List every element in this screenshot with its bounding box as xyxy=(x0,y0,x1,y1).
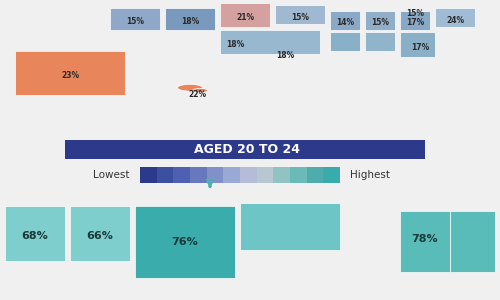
FancyBboxPatch shape xyxy=(174,167,190,182)
Text: AGED 20 TO 24: AGED 20 TO 24 xyxy=(194,143,300,156)
Text: Highest: Highest xyxy=(350,170,390,180)
FancyBboxPatch shape xyxy=(240,203,340,250)
FancyBboxPatch shape xyxy=(220,3,270,27)
Text: 18%: 18% xyxy=(226,40,244,49)
FancyBboxPatch shape xyxy=(324,167,340,182)
FancyBboxPatch shape xyxy=(135,206,235,278)
FancyBboxPatch shape xyxy=(256,167,274,182)
FancyBboxPatch shape xyxy=(15,51,125,94)
Text: 14%: 14% xyxy=(336,18,354,27)
FancyBboxPatch shape xyxy=(65,140,425,159)
Text: 24%: 24% xyxy=(446,16,464,25)
FancyBboxPatch shape xyxy=(435,8,475,27)
FancyBboxPatch shape xyxy=(330,32,360,51)
Text: 23%: 23% xyxy=(61,71,79,80)
Text: 18%: 18% xyxy=(276,51,294,60)
Text: 15%: 15% xyxy=(371,18,389,27)
FancyBboxPatch shape xyxy=(240,167,256,182)
Text: 17%: 17% xyxy=(411,43,429,52)
FancyBboxPatch shape xyxy=(306,167,324,182)
FancyBboxPatch shape xyxy=(400,11,430,30)
FancyBboxPatch shape xyxy=(70,206,130,261)
FancyBboxPatch shape xyxy=(365,32,395,51)
FancyBboxPatch shape xyxy=(450,211,495,272)
FancyBboxPatch shape xyxy=(190,167,206,182)
FancyBboxPatch shape xyxy=(290,167,306,182)
FancyBboxPatch shape xyxy=(140,167,156,182)
FancyBboxPatch shape xyxy=(330,11,360,30)
FancyBboxPatch shape xyxy=(5,206,65,261)
FancyBboxPatch shape xyxy=(206,167,224,182)
FancyBboxPatch shape xyxy=(224,167,240,182)
FancyBboxPatch shape xyxy=(400,32,435,57)
Text: 15%: 15% xyxy=(126,17,144,26)
Text: 21%: 21% xyxy=(236,13,254,22)
Circle shape xyxy=(178,84,203,91)
FancyBboxPatch shape xyxy=(165,8,215,30)
Text: 22%: 22% xyxy=(188,90,206,99)
Text: 18%: 18% xyxy=(181,17,199,26)
Text: 15%: 15% xyxy=(291,13,309,22)
Text: 15%: 15% xyxy=(406,9,424,18)
FancyBboxPatch shape xyxy=(400,211,450,272)
Text: 17%: 17% xyxy=(406,18,424,27)
FancyBboxPatch shape xyxy=(275,5,325,24)
FancyBboxPatch shape xyxy=(365,11,395,30)
Text: 76%: 76% xyxy=(172,237,198,247)
FancyBboxPatch shape xyxy=(274,167,290,182)
FancyBboxPatch shape xyxy=(156,167,174,182)
FancyBboxPatch shape xyxy=(220,30,320,54)
Text: 78%: 78% xyxy=(412,234,438,244)
Text: Lowest: Lowest xyxy=(94,170,130,180)
Text: 68%: 68% xyxy=(22,231,48,241)
Text: 66%: 66% xyxy=(86,231,114,241)
FancyBboxPatch shape xyxy=(110,8,160,30)
Circle shape xyxy=(192,88,208,92)
